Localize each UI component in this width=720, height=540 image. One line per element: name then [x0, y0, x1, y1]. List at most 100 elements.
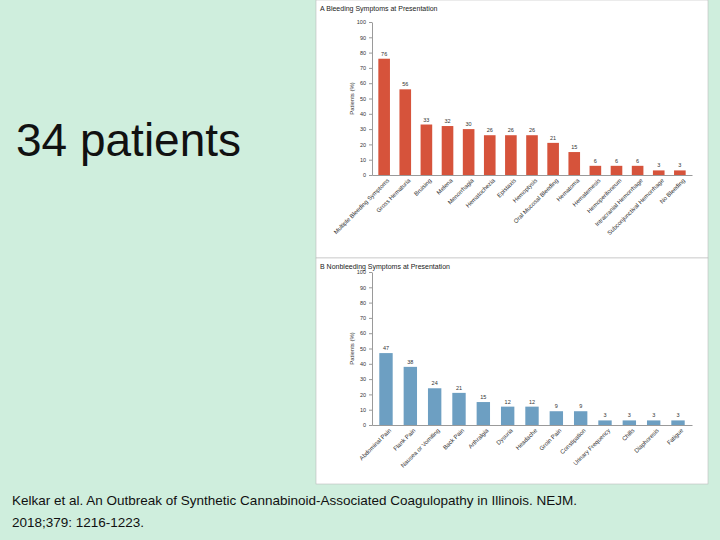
data-label: 21	[550, 135, 556, 141]
data-label: 15	[480, 394, 486, 400]
x-tick-label: No Bleeding	[659, 177, 686, 204]
y-tick-mark	[369, 53, 372, 54]
x-tick: Gross Hematuria	[375, 175, 412, 214]
y-tick-mark	[369, 37, 372, 38]
x-tick-label: Dysuria	[495, 427, 514, 446]
y-tick: 0	[363, 422, 372, 428]
y-tick-label: 0	[363, 172, 366, 178]
bar	[501, 407, 514, 425]
bar	[674, 170, 686, 175]
y-tick: 100	[357, 269, 372, 275]
heading: 34 patients	[16, 114, 241, 166]
y-tick: 10	[360, 157, 372, 163]
x-tick-label: Fatigue	[666, 427, 685, 446]
y-tick: 20	[360, 142, 372, 148]
bar	[477, 402, 490, 425]
data-label: 38	[407, 359, 413, 365]
x-tick: Back Pain	[442, 425, 465, 451]
x-axis-line	[373, 425, 693, 426]
y-tick-mark	[369, 83, 372, 84]
data-label: 56	[402, 81, 408, 87]
bar	[428, 388, 441, 425]
bars	[378, 59, 685, 175]
data-labels: 7656333230262626211566633	[381, 51, 681, 169]
x-tick: Dysuria	[495, 425, 514, 446]
data-label: 12	[529, 399, 535, 405]
y-tick: 70	[360, 315, 372, 321]
x-tick-label: Urinary Frequency	[572, 427, 611, 466]
y-tick-label: 70	[360, 65, 366, 71]
bar	[463, 129, 475, 175]
y-axis-title: Patients (%)	[349, 332, 355, 365]
y-tick-mark	[369, 287, 372, 288]
y-tick: 100	[357, 19, 372, 25]
bar	[623, 420, 636, 425]
x-tick: Flank Pain	[392, 425, 416, 452]
data-labels: 47382421151212993333	[383, 345, 680, 418]
y-tick: 80	[360, 50, 372, 56]
y-axis-line	[372, 23, 373, 176]
data-label: 76	[381, 51, 387, 57]
x-tick: Arthralgia	[467, 425, 490, 450]
bar	[611, 166, 623, 175]
y-tick-mark	[369, 160, 372, 161]
bar	[421, 125, 433, 175]
y-tick: 60	[360, 80, 372, 86]
x-tick: Headache	[515, 425, 539, 451]
bar	[505, 135, 517, 175]
data-label: 9	[555, 403, 558, 409]
bar	[484, 135, 496, 175]
y-tick-label: 20	[360, 142, 366, 148]
y-tick-label: 100	[357, 19, 366, 25]
y-tick-label: 20	[360, 392, 366, 398]
y-tick: 60	[360, 330, 372, 336]
x-tick: Bruising	[413, 175, 433, 197]
x-tick-label: Back Pain	[442, 427, 465, 450]
data-label: 26	[487, 127, 493, 133]
y-tick-label: 80	[360, 300, 366, 306]
x-tick-label: Flank Pain	[392, 427, 416, 451]
x-tick: Groin Pain	[538, 425, 562, 452]
panel-background	[316, 258, 708, 484]
data-label: 15	[571, 144, 577, 150]
y-tick-label: 60	[360, 80, 366, 86]
y-tick-mark	[369, 303, 372, 304]
x-tick: Subconjunctival Hemorrhage	[606, 175, 665, 236]
x-tick-label: Bruising	[413, 177, 433, 197]
panel-background	[316, 0, 708, 258]
y-axis-title: Patients (%)	[349, 82, 355, 115]
y-tick: 30	[360, 376, 372, 382]
y-axis: 0102030405060708090100	[357, 19, 373, 178]
y-tick-label: 0	[363, 422, 366, 428]
bar	[378, 59, 390, 175]
y-tick: 40	[360, 361, 372, 367]
x-tick-label: Epistaxis	[496, 177, 517, 198]
x-tick: Abdominal Pain	[358, 425, 392, 461]
data-label: 6	[615, 158, 618, 164]
bar	[574, 411, 587, 425]
data-label: 33	[423, 117, 429, 123]
chart-title: A Bleeding Symptoms at Presentation	[320, 5, 438, 13]
slide: 34 patients Kelkar et al. An Outbreak of …	[0, 0, 720, 540]
y-tick-label: 30	[360, 376, 366, 382]
y-tick-label: 70	[360, 315, 366, 321]
y-tick: 30	[360, 126, 372, 132]
bar	[526, 135, 538, 175]
y-tick-mark	[369, 272, 372, 273]
y-tick-label: 90	[360, 285, 366, 291]
y-tick-mark	[369, 364, 372, 365]
y-tick: 70	[360, 65, 372, 71]
y-tick-label: 80	[360, 50, 366, 56]
y-tick: 40	[360, 111, 372, 117]
y-tick-label: 10	[360, 157, 366, 163]
y-tick: 10	[360, 407, 372, 413]
data-label: 3	[603, 412, 606, 418]
x-tick-label: Chills	[621, 427, 636, 442]
bar	[525, 407, 538, 425]
citation: Kelkar et al. An Outbreak of Synthetic C…	[12, 493, 577, 508]
bar	[442, 126, 454, 175]
y-tick-label: 100	[357, 269, 366, 275]
bar	[379, 353, 392, 425]
x-tick-label: Hemoperitoneum	[586, 177, 623, 214]
data-label: 3	[652, 412, 655, 418]
